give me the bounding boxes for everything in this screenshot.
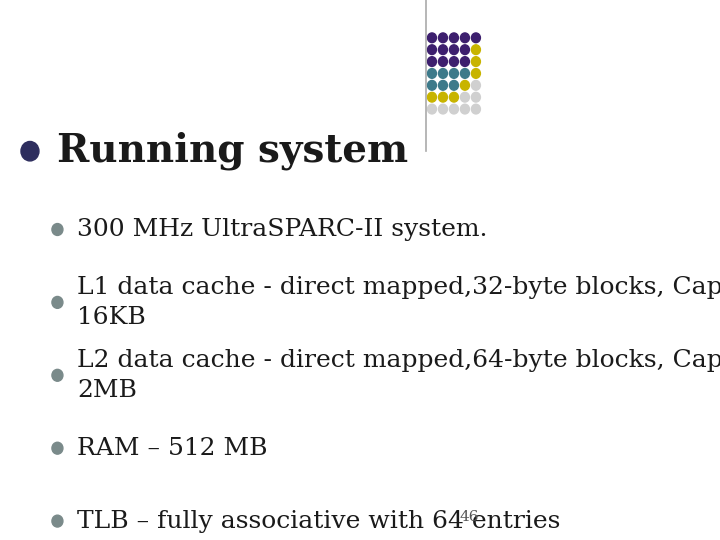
Circle shape <box>428 33 436 43</box>
Circle shape <box>438 33 447 43</box>
Circle shape <box>438 92 447 102</box>
Circle shape <box>428 69 436 78</box>
Circle shape <box>438 69 447 78</box>
Circle shape <box>472 45 480 55</box>
Circle shape <box>460 57 469 66</box>
Circle shape <box>449 104 459 114</box>
Circle shape <box>472 69 480 78</box>
Circle shape <box>449 33 459 43</box>
Circle shape <box>449 57 459 66</box>
Circle shape <box>438 57 447 66</box>
Circle shape <box>460 33 469 43</box>
Circle shape <box>472 80 480 90</box>
Text: L1 data cache - direct mapped,32-byte blocks, Capcity
16KB: L1 data cache - direct mapped,32-byte bl… <box>78 276 720 329</box>
Circle shape <box>472 104 480 114</box>
Circle shape <box>472 92 480 102</box>
Circle shape <box>428 92 436 102</box>
Circle shape <box>428 57 436 66</box>
Text: Running system: Running system <box>58 132 408 171</box>
Circle shape <box>52 515 63 527</box>
Circle shape <box>460 69 469 78</box>
Text: RAM – 512 MB: RAM – 512 MB <box>78 437 268 460</box>
Circle shape <box>438 80 447 90</box>
Circle shape <box>460 80 469 90</box>
Circle shape <box>52 296 63 308</box>
Circle shape <box>449 80 459 90</box>
Text: TLB – fully associative with 64 entries: TLB – fully associative with 64 entries <box>78 510 561 532</box>
Circle shape <box>472 57 480 66</box>
Text: 300 MHz UltraSPARC-II system.: 300 MHz UltraSPARC-II system. <box>78 218 488 241</box>
Circle shape <box>52 442 63 454</box>
Circle shape <box>460 104 469 114</box>
Circle shape <box>460 92 469 102</box>
Circle shape <box>449 45 459 55</box>
Circle shape <box>438 45 447 55</box>
Circle shape <box>438 104 447 114</box>
Circle shape <box>52 369 63 381</box>
Circle shape <box>21 141 39 161</box>
Circle shape <box>449 92 459 102</box>
Circle shape <box>52 224 63 235</box>
Text: L2 data cache - direct mapped,64-byte blocks, Capcity
2MB: L2 data cache - direct mapped,64-byte bl… <box>78 349 720 402</box>
Circle shape <box>460 45 469 55</box>
Circle shape <box>449 69 459 78</box>
Circle shape <box>428 104 436 114</box>
Circle shape <box>472 33 480 43</box>
Circle shape <box>428 80 436 90</box>
Text: 46: 46 <box>460 510 480 524</box>
Circle shape <box>428 45 436 55</box>
